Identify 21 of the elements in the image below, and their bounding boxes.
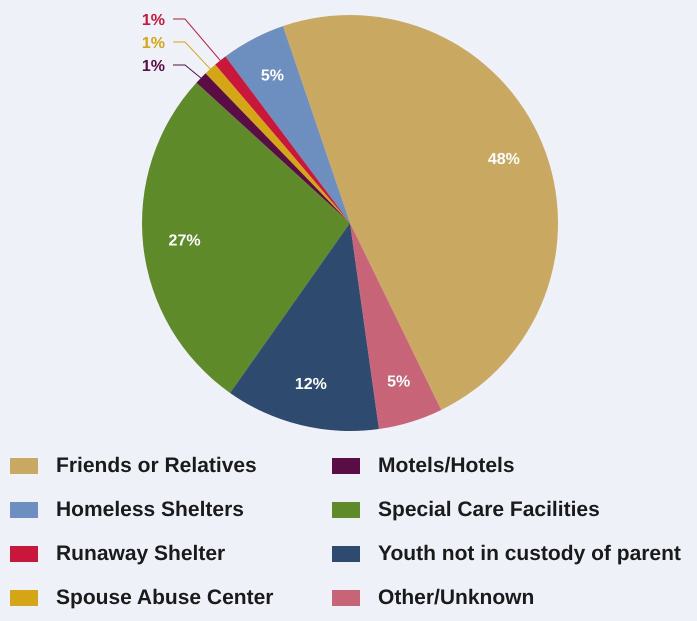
data-label: 5% bbox=[260, 67, 284, 84]
legend-label: Homeless Shelters bbox=[56, 498, 244, 522]
data-label: 1% bbox=[142, 12, 165, 29]
legend-label: Spouse Abuse Center bbox=[56, 586, 274, 610]
pie-slice bbox=[230, 223, 379, 431]
pie-slice bbox=[282, 15, 558, 410]
legend-label: Runaway Shelter bbox=[56, 542, 226, 566]
data-label: 48% bbox=[488, 151, 520, 168]
data-label: 27% bbox=[168, 232, 201, 250]
legend-label: Other/Unknown bbox=[378, 586, 534, 610]
pie-slice bbox=[142, 82, 350, 393]
legend-label: Motels/Hotels bbox=[378, 454, 515, 478]
legend-label: Friends or Relatives bbox=[56, 454, 257, 478]
pie-slice bbox=[350, 223, 442, 429]
data-label: 12% bbox=[294, 376, 327, 394]
data-label: 5% bbox=[387, 374, 410, 391]
pie-slice bbox=[225, 26, 350, 223]
legend-label: Youth not in custody of parent bbox=[378, 542, 681, 566]
legend-label: Special Care Facilities bbox=[378, 498, 600, 522]
data-label: 1% bbox=[142, 35, 165, 52]
data-label: 1% bbox=[142, 58, 165, 75]
